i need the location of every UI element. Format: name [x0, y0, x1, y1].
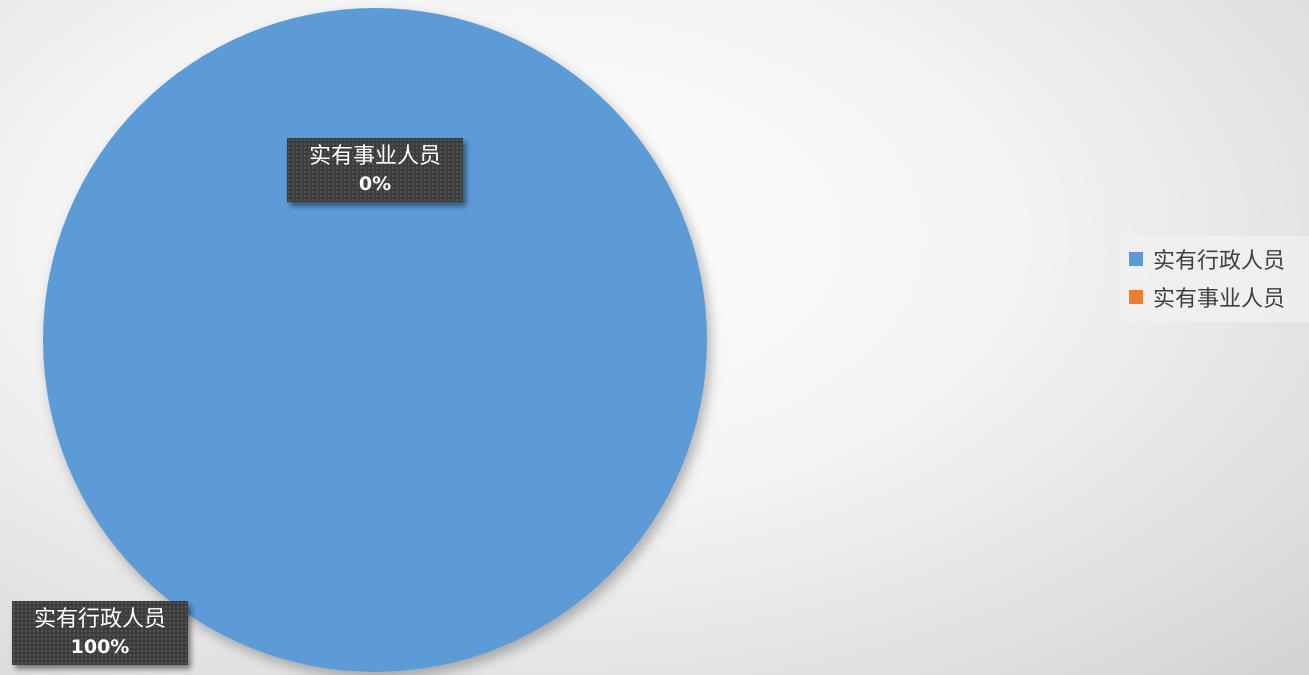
data-label-category: 实有行政人员 — [33, 607, 166, 632]
data-label-percent: 100% — [70, 636, 130, 658]
data-label-percent: 0% — [358, 173, 392, 195]
data-label-category: 实有事业人员 — [308, 144, 441, 169]
legend-item-shiye[interactable]: 实有事业人员 — [1129, 278, 1309, 316]
data-label-shiye: 实有事业人员 0% — [287, 138, 463, 202]
pie-slice-0 — [43, 8, 707, 672]
legend: 实有行政人员 实有事业人员 — [1121, 236, 1309, 322]
legend-label: 实有行政人员 — [1153, 249, 1286, 274]
legend-label: 实有事业人员 — [1153, 287, 1286, 312]
legend-swatch-xingzheng — [1129, 252, 1143, 266]
legend-swatch-shiye — [1129, 290, 1143, 304]
legend-item-xingzheng[interactable]: 实有行政人员 — [1129, 240, 1309, 278]
data-label-xingzheng: 实有行政人员 100% — [12, 601, 188, 665]
